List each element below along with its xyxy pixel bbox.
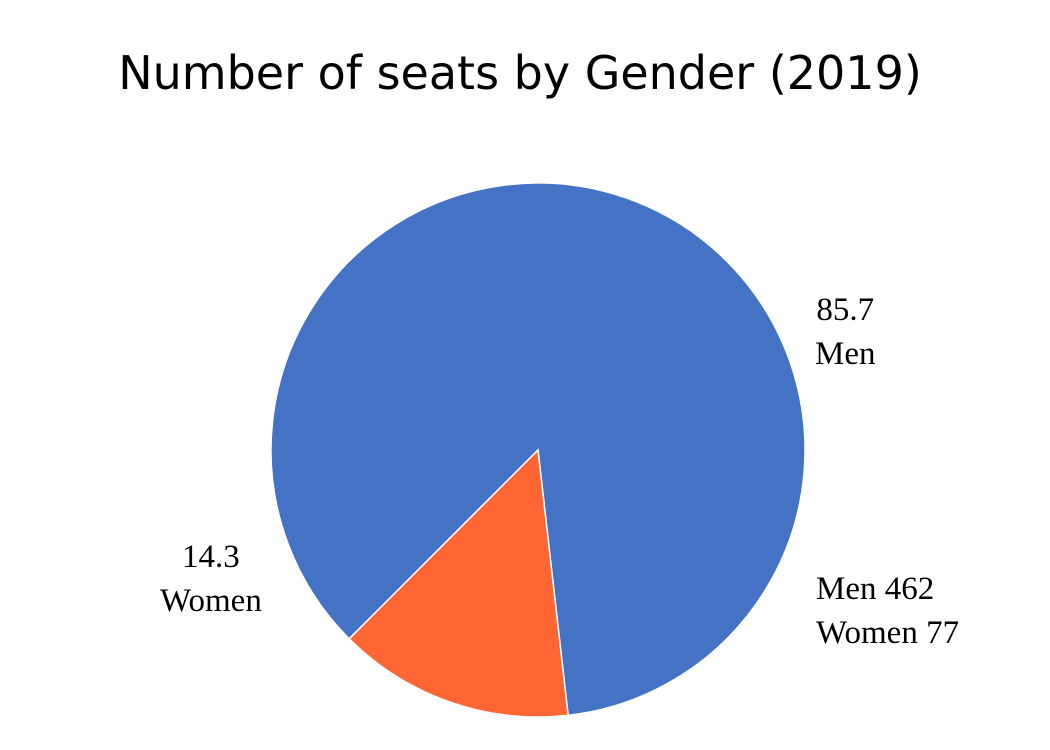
slice-value-men: 85.7 [816,292,875,328]
slice-category-women: Women [160,583,262,619]
slice-label-women: 14.3 Women [160,535,262,623]
pie-slice-women [348,448,569,718]
seat-count-note: Men 462 Women 77 [816,567,959,655]
slice-value-women: 14.3 [182,539,240,575]
slice-label-men: 85.7 Men [815,288,876,376]
chart-title: Number of seats by Gender (2019) [118,46,922,100]
slice-category-men: Men [815,336,876,372]
note-men-count: Men 462 [816,571,935,607]
note-women-count: Women 77 [816,615,960,651]
